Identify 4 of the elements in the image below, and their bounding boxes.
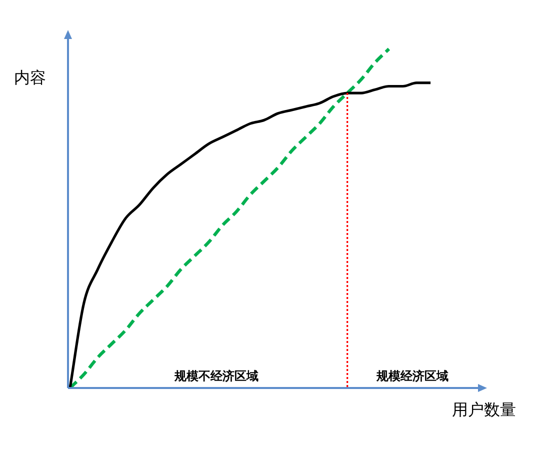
annotation: 规模经济区域: [376, 369, 449, 384]
annotation: 规模不经济区域: [174, 369, 259, 384]
y-axis-title: 内容: [14, 68, 46, 89]
x-axis-title: 用户数量: [452, 400, 516, 421]
